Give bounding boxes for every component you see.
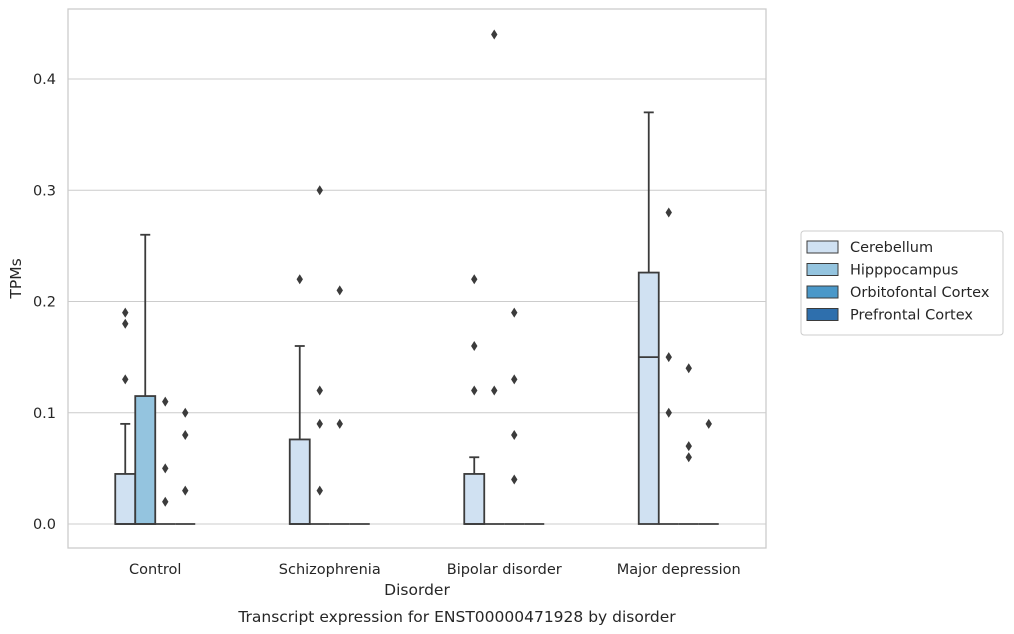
legend-label: Hipppocampus xyxy=(850,263,958,279)
box-body xyxy=(134,395,157,525)
legend-swatch xyxy=(806,285,839,299)
box-orbitofontal-cortex xyxy=(155,396,176,525)
outlier-point xyxy=(705,418,712,429)
box-cerebellum xyxy=(463,274,486,525)
outlier-point xyxy=(336,285,343,296)
box-body xyxy=(288,438,311,525)
x-tick-label: Control xyxy=(129,562,181,578)
x-tick-label: Major depression xyxy=(617,562,741,578)
x-tick-labels: Control Schizophrenia Bipolar disorder Majo… xyxy=(129,562,741,578)
outlier-point xyxy=(316,418,323,429)
outlier-point xyxy=(665,207,672,218)
x-tick-label: Bipolar disorder xyxy=(447,562,562,578)
box-hipppocampus xyxy=(484,29,505,525)
box-cerebellum xyxy=(288,274,311,525)
box-body xyxy=(637,271,660,525)
legend-label: Prefrontal Cortex xyxy=(850,308,973,324)
box-orbitofontal-cortex xyxy=(504,307,525,525)
outlier-point xyxy=(316,185,323,196)
outlier-point xyxy=(122,318,129,329)
box-orbitofontal-cortex xyxy=(678,363,699,525)
outlier-point xyxy=(685,441,692,452)
legend-frame xyxy=(800,230,1004,336)
box-hipppocampus xyxy=(658,207,679,525)
y-tick-label: 0.4 xyxy=(33,72,56,88)
outlier-point xyxy=(471,385,478,396)
outlier-point xyxy=(665,352,672,363)
outlier-point xyxy=(471,274,478,285)
legend-swatch xyxy=(806,308,839,321)
box-prefrontal-cortex xyxy=(698,418,719,525)
y-tick-label: 0.3 xyxy=(33,183,56,199)
outlier-point xyxy=(685,452,692,463)
box-hipppocampus xyxy=(309,185,330,525)
box-body xyxy=(114,473,137,525)
outlier-point xyxy=(122,307,129,318)
legend-swatch xyxy=(806,240,839,254)
outlier-point xyxy=(182,430,189,440)
box-hipppocampus xyxy=(134,233,157,525)
box-orbitofontal-cortex xyxy=(329,285,350,525)
outlier-point xyxy=(182,485,189,496)
outlier-point xyxy=(491,385,498,396)
legend-label: Cerebellum xyxy=(850,240,933,256)
plot-frame xyxy=(67,8,767,549)
outlier-point xyxy=(491,29,498,40)
y-tick-label: 0.2 xyxy=(33,295,56,311)
chart-caption: Transcript expression for ENST0000047192… xyxy=(237,608,676,626)
outlier-point xyxy=(685,363,692,374)
outlier-point xyxy=(316,485,323,496)
x-tick-label: Schizophrenia xyxy=(279,562,381,578)
outlier-point xyxy=(665,407,672,418)
gridlines xyxy=(68,78,766,525)
outlier-point xyxy=(336,418,343,429)
outlier-point xyxy=(511,430,518,440)
outlier-point xyxy=(511,374,518,385)
outlier-point xyxy=(511,474,518,485)
legend: Cerebellum Hipppocampus Orbitofontal Corte… xyxy=(800,230,1004,336)
outlier-point xyxy=(162,463,169,474)
box-cerebellum xyxy=(637,111,660,525)
y-tick-label: 0.0 xyxy=(33,517,56,533)
outlier-point xyxy=(122,374,129,385)
outlier-point xyxy=(182,407,189,418)
legend-label: Orbitofontal Cortex xyxy=(850,285,990,301)
outlier-point xyxy=(471,341,478,351)
legend-items: Cerebellum Hipppocampus Orbitofontal Corte… xyxy=(806,240,990,324)
y-axis-label: TPMs xyxy=(7,258,25,299)
outlier-point xyxy=(162,496,169,507)
box-cerebellum xyxy=(114,307,137,525)
box-prefrontal-cortex xyxy=(175,407,196,525)
x-axis-label: Disorder xyxy=(384,581,450,599)
outlier-point xyxy=(316,385,323,396)
outlier-point xyxy=(296,274,303,285)
y-tick-labels: 0.0 0.1 0.2 0.3 0.4 xyxy=(33,72,56,533)
box-body xyxy=(463,473,486,525)
legend-swatch xyxy=(806,263,839,276)
outlier-point xyxy=(162,396,169,407)
y-tick-label: 0.1 xyxy=(33,406,56,422)
box-layer xyxy=(114,29,719,525)
outlier-point xyxy=(511,307,518,318)
